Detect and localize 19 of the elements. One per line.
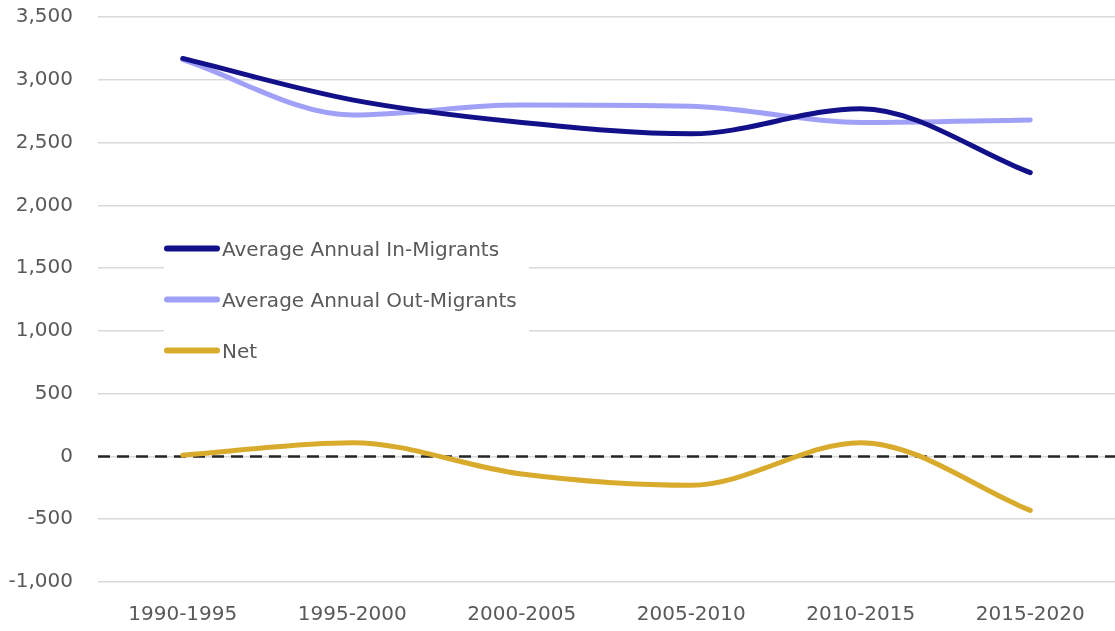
y-tick-label: 1,500 — [15, 254, 73, 279]
x-tick-label: 2010-2015 — [806, 601, 916, 626]
x-tick-label: 2000-2005 — [467, 601, 577, 626]
legend-label: Average Annual In-Migrants — [222, 236, 500, 261]
y-tick-label: 2,500 — [15, 128, 73, 153]
x-tick-label: 2015-2020 — [975, 601, 1085, 626]
y-tick-label: -1,000 — [8, 568, 73, 593]
y-tick-label: 0 — [60, 442, 73, 467]
x-tick-label: 1990-1995 — [128, 601, 238, 626]
y-tick-label: -500 — [27, 505, 73, 530]
legend-label: Net — [222, 338, 258, 363]
x-tick-label: 2005-2010 — [636, 601, 746, 626]
y-tick-label: 3,500 — [15, 3, 73, 28]
y-tick-label: 1,000 — [15, 317, 73, 342]
x-tick-label: 1995-2000 — [297, 601, 407, 626]
y-tick-label: 2,000 — [15, 191, 73, 216]
legend-label: Average Annual Out-Migrants — [222, 287, 517, 312]
y-tick-label: 3,000 — [15, 65, 73, 90]
y-tick-label: 500 — [34, 379, 73, 404]
